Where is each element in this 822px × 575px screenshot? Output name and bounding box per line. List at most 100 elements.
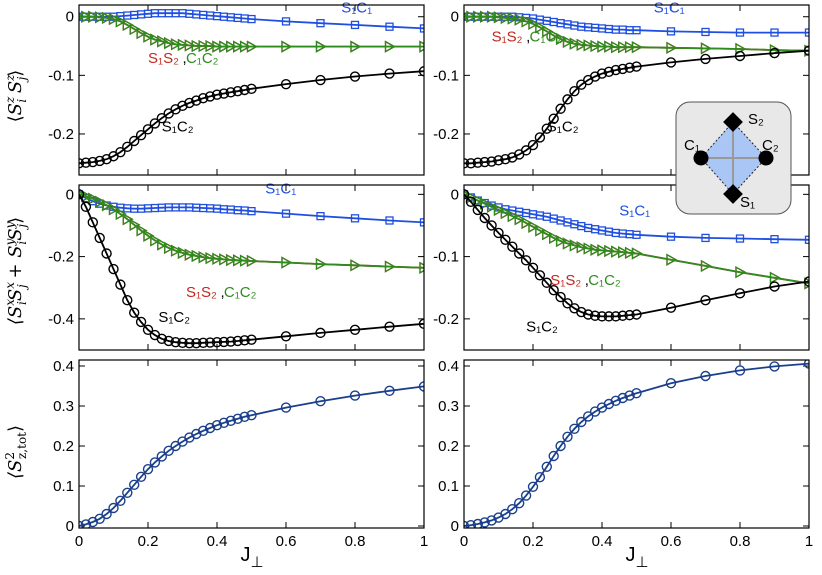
series-c1c2-point	[480, 10, 492, 23]
series-line-point	[197, 425, 209, 436]
series-s1c2-point	[232, 85, 243, 97]
series-c1c2-point	[170, 38, 182, 51]
series-s1c1-point	[770, 235, 779, 244]
series-line-point	[115, 495, 126, 506]
series-s1c2-point	[631, 309, 642, 320]
series-s1c2-point	[135, 316, 147, 328]
ytick-label: 0.2	[53, 438, 74, 455]
panel-middle-left: 0 -0.2 -0.4 S₁C₁ S₁S₂, C₁C₂ S₁C₂	[48, 181, 425, 351]
series-line-point	[80, 519, 92, 528]
series-s1c2-point	[624, 309, 635, 321]
xtick-label: 0.2	[138, 533, 159, 550]
series-s1c2-point	[177, 337, 188, 349]
series-c1c2-point	[198, 251, 210, 264]
series-s1c2-point	[122, 294, 133, 306]
series-c1c2-point	[700, 259, 712, 273]
ylabel-tot: ⟨S2z,tot⟩	[3, 425, 29, 479]
series-c1c2-point	[384, 40, 396, 53]
series-s1c2-point	[617, 63, 628, 75]
series-c1c2-point	[115, 207, 127, 221]
series-s1c2-point	[734, 288, 746, 299]
series-s1c2-point	[541, 123, 552, 134]
series-c1c2-point	[233, 40, 245, 53]
ylabel-xy-text: ⟨SxiSxj + SyiSyj⟩	[3, 217, 29, 325]
series-line-point	[514, 498, 525, 509]
series-s1c2-point	[280, 331, 292, 342]
ytick-label: -0.2	[433, 311, 459, 328]
xlabel-right: J⊥	[625, 544, 648, 571]
series-c1c2-point	[493, 11, 505, 24]
series-s1c2-point	[631, 61, 642, 72]
series-s1c2-point	[803, 45, 809, 56]
series-s1c2-point	[534, 132, 546, 143]
series-line-point	[246, 410, 257, 421]
series-s1c2-point	[142, 324, 154, 335]
series-c1c2-point	[569, 239, 581, 252]
series-line-point	[769, 361, 780, 372]
series-c1c2-point	[597, 244, 609, 257]
series-c1c2-point	[466, 10, 478, 23]
series-line-point	[128, 479, 140, 490]
series-c1c2-point	[129, 22, 141, 36]
panel-top-left: 0 -0.1 -0.2 S₁C₁ S₁S₂, C₁C₂ S₁C₂	[48, 0, 425, 176]
series-s1c2-point	[769, 281, 780, 292]
series-line-point	[500, 508, 511, 520]
xtick-label: 0.4	[207, 533, 228, 550]
series-c1c2-point	[528, 220, 540, 233]
series-s1c2-point	[384, 321, 395, 332]
inset-site-c2	[758, 150, 774, 166]
series-c1c2-point	[170, 244, 182, 257]
series-c1c2-point	[507, 210, 519, 223]
series-s1c2-point	[493, 155, 504, 166]
series-c1c2-point	[604, 244, 616, 258]
series-c1c2-point	[95, 11, 107, 24]
annotation-label: S₁C₁	[341, 0, 372, 17]
series-c1c2-point	[611, 245, 623, 258]
plot-frame	[78, 359, 425, 529]
series-c1c2-point	[226, 253, 238, 267]
series-c1c2-point	[562, 237, 574, 250]
series-s1c1-point	[419, 24, 424, 33]
series-c1c2-point	[549, 231, 561, 245]
series-c1c2-point	[611, 41, 623, 54]
series-s1c2-point	[624, 62, 635, 73]
series-c1c2-point	[88, 192, 100, 205]
ytick-label: 0.3	[438, 398, 459, 415]
series-c1c2-point	[555, 32, 567, 46]
panel-middle-right: 0 -0.1 -0.2 S₁C₁ S₁S₂, C₁C₂ S₁C₂	[433, 184, 810, 351]
series-s1c2-point	[177, 100, 188, 112]
series-line-point	[315, 396, 326, 407]
ytick-label: 0.1	[53, 478, 74, 495]
series-c1c2-point	[666, 253, 678, 266]
ytick-label: 0.1	[438, 478, 459, 495]
series-s1c2-point	[128, 135, 140, 147]
annotation-label: ,	[526, 28, 530, 45]
series-s1c2-point	[128, 307, 140, 318]
series-line-point	[734, 365, 746, 376]
series-s1c1-point	[701, 27, 710, 37]
series-c1c2-point	[81, 10, 93, 23]
series-s1c1-point	[419, 218, 424, 227]
series-c1c2-point	[514, 213, 526, 226]
series-line-point	[583, 411, 594, 422]
series-c1c2-point	[500, 206, 512, 220]
series-line-point	[665, 378, 677, 389]
ytick-label: -0.1	[433, 249, 459, 266]
series-s1c1-point	[281, 209, 291, 218]
series-c1c2-point	[205, 252, 217, 265]
series-s1c2-point	[87, 217, 99, 228]
series-s1c2-point	[211, 89, 223, 100]
plot-frame	[463, 359, 810, 529]
series-line	[464, 362, 809, 527]
series-c1c2-point	[549, 29, 561, 42]
series-c1c2-point	[164, 241, 176, 254]
series-s1c2-point	[156, 112, 168, 124]
series-s1c1-point	[735, 234, 745, 243]
series-group	[464, 360, 809, 528]
series-s1c2-point	[610, 64, 621, 76]
ytick-label: 0.4	[53, 358, 74, 375]
series-line-point	[87, 516, 99, 528]
series-s1c2-point	[239, 84, 250, 96]
xtick-label: 0.2	[523, 533, 544, 550]
